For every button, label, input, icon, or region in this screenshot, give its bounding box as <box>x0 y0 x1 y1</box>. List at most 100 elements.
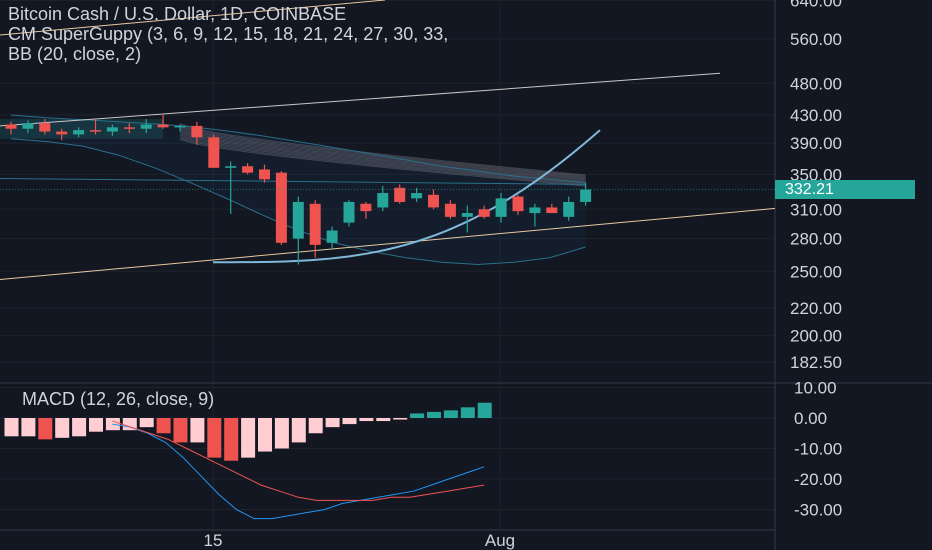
time-tick-label: 15 <box>204 531 223 550</box>
candle-body <box>444 203 456 217</box>
macd-tick-label: -20.00 <box>794 470 842 489</box>
candle-body <box>5 124 17 129</box>
guppy-ema <box>179 133 586 183</box>
candle-body <box>292 201 304 239</box>
candle-body <box>242 166 254 173</box>
last-price-tag: 332.21 <box>775 180 915 199</box>
candle-body <box>563 201 575 217</box>
price-tick-label: 560.00 <box>790 30 842 49</box>
candle-body <box>73 130 85 135</box>
candle-body <box>394 187 406 202</box>
price-tick-label: 250.00 <box>790 262 842 281</box>
candle-body <box>123 127 135 129</box>
macd-tick-label: 10.00 <box>794 379 837 398</box>
guppy-ema <box>179 130 586 181</box>
macd-pane <box>4 402 492 520</box>
macd-histogram-bar <box>291 418 306 443</box>
macd-histogram-bar <box>410 413 425 418</box>
candle-body <box>191 125 203 138</box>
macd-histogram-bar <box>173 418 188 443</box>
price-tick-label: 200.00 <box>790 327 842 346</box>
macd-histogram-bar <box>224 418 239 461</box>
macd-histogram-bar <box>393 418 408 420</box>
macd-histogram-bar <box>89 418 103 432</box>
support-trendline <box>0 207 776 280</box>
macd-histogram-bar <box>55 418 70 438</box>
macd-histogram-bar <box>325 418 340 428</box>
guppy-ema <box>179 138 586 187</box>
candle-body <box>461 213 473 217</box>
guppy-fill <box>0 119 164 139</box>
candle-body <box>326 230 338 243</box>
time-tick-label: Aug <box>485 531 515 550</box>
candle-body <box>512 196 524 212</box>
bollinger-band-fill <box>11 115 586 265</box>
macd-histogram-bar <box>477 402 492 418</box>
parabolic-curve <box>212 129 601 264</box>
candle-body <box>22 123 34 129</box>
candle-body <box>275 172 287 243</box>
candle-body <box>478 209 490 217</box>
candle-body <box>546 207 558 214</box>
candle-body <box>225 166 237 168</box>
guppy-ema <box>179 123 586 176</box>
macd-tick-label: 0.00 <box>794 409 827 428</box>
macd-histogram-bar <box>156 418 171 434</box>
macd-tick-label: -30.00 <box>794 501 842 520</box>
candle-body <box>259 169 270 180</box>
candle-body <box>56 131 68 135</box>
macd-histogram-bar <box>21 418 36 437</box>
price-tick-label: 220.00 <box>790 299 842 318</box>
bollinger-basis <box>0 177 586 185</box>
candle-body <box>495 198 507 217</box>
axes: 182.50 200.00 220.00 250.00 280.00 310.00 350.… <box>204 0 843 550</box>
price-tick-label: 182.50 <box>790 353 842 372</box>
macd-tick-label: -10.00 <box>794 440 842 459</box>
candle-body <box>106 127 118 132</box>
candle-body <box>157 124 169 128</box>
macd-histogram-bar <box>258 418 272 452</box>
price-tick-label: 480.00 <box>790 74 842 93</box>
price-tick-label: 350.00 <box>790 165 842 184</box>
candle-body <box>39 123 51 132</box>
macd-line <box>112 423 485 520</box>
upper-trendline <box>0 72 721 127</box>
macd-histogram-bar <box>376 418 391 422</box>
candle-body <box>428 194 439 208</box>
candle-body <box>580 189 592 202</box>
macd-histogram-bar <box>72 418 87 437</box>
guppy-ema <box>179 127 586 179</box>
candle-body <box>90 130 101 132</box>
macd-histogram-bar <box>122 418 137 431</box>
bollinger-upper <box>10 114 586 184</box>
trend-lines <box>0 0 776 280</box>
candle-body <box>309 203 321 245</box>
macd-histogram-bar <box>460 407 475 418</box>
candle-body <box>411 193 423 199</box>
price-tick-label: 280.00 <box>790 230 842 249</box>
candle-body <box>343 201 355 223</box>
macd-histogram-bar <box>443 410 458 418</box>
macd-histogram-bar <box>241 418 256 458</box>
guppy-ema <box>179 126 586 178</box>
price-tick-label: 390.00 <box>790 134 842 153</box>
top-trendline <box>0 0 386 36</box>
macd-histogram-bar <box>427 411 441 418</box>
macd-histogram-bar <box>190 418 205 443</box>
macd-histogram-bar <box>139 418 154 428</box>
macd-histogram-bar <box>38 418 53 440</box>
signal-line <box>112 420 485 501</box>
candle-body <box>174 125 186 128</box>
bollinger-fill <box>11 115 586 265</box>
macd-histogram-bar <box>4 418 19 437</box>
macd-histogram-bar <box>207 418 222 458</box>
candle-body <box>529 207 541 214</box>
guppy-ema <box>179 128 586 180</box>
candle-body <box>360 203 372 212</box>
macd-histogram-bar <box>274 418 289 449</box>
macd-histogram-bar <box>342 418 357 425</box>
guppy-ema <box>179 137 586 186</box>
macd-histogram-bar <box>359 418 374 422</box>
candlestick-series <box>0 115 775 265</box>
